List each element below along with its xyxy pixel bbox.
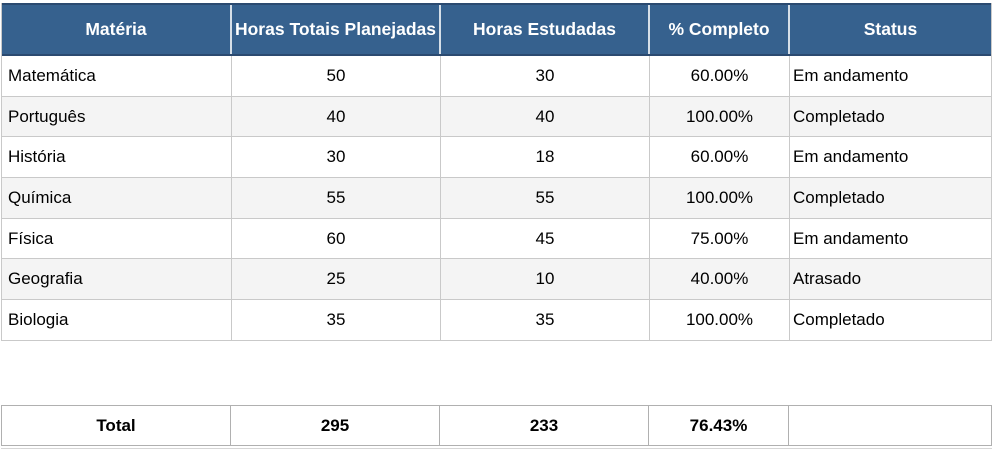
table-row-fisica: Física 60 45 75.00% Em andamento	[2, 218, 991, 260]
table-row-portugues: Português 40 40 100.00% Completado	[2, 96, 991, 138]
cell-materia[interactable]: Física	[2, 218, 232, 259]
cell-planejadas[interactable]: 35	[232, 300, 441, 340]
cell-materia[interactable]: Português	[2, 96, 232, 137]
table-header-row: Matéria Horas Totais Planejadas Horas Es…	[2, 3, 991, 56]
cell-status[interactable]: Completado	[793, 106, 885, 126]
totals-table: Total 295 233 76.43%	[1, 405, 992, 449]
cell-materia[interactable]: História	[2, 137, 232, 178]
cell-completo[interactable]: 100.00%	[650, 300, 790, 340]
cell-status[interactable]: Em andamento	[793, 65, 909, 85]
header-cell-materia[interactable]: Matéria	[2, 5, 232, 54]
cell-status[interactable]: Em andamento	[793, 228, 909, 248]
cell-materia[interactable]: Biologia	[2, 300, 232, 340]
cell-estudadas[interactable]: 10	[441, 259, 650, 300]
table-row-quimica: Química 55 55 100.00% Completado	[2, 178, 991, 219]
cell-planejadas[interactable]: 60	[232, 218, 441, 259]
table-row-matematica: Matemática 50 30 60.00% Em andamento	[2, 56, 991, 97]
total-status-cell[interactable]	[789, 406, 991, 445]
cell-planejadas[interactable]: 50	[232, 56, 441, 96]
cell-materia[interactable]: Geografia	[2, 259, 232, 300]
cell-completo[interactable]: 40.00%	[650, 259, 790, 300]
cell-estudadas[interactable]: 35	[441, 300, 650, 340]
cell-completo[interactable]: 75.00%	[650, 218, 790, 259]
table-row-historia: História 30 18 60.00% Em andamento	[2, 137, 991, 179]
total-planejadas-cell[interactable]: 295	[231, 406, 440, 445]
cell-estudadas[interactable]: 18	[441, 137, 650, 178]
cell-estudadas[interactable]: 40	[441, 96, 650, 137]
totals-row: Total 295 233 76.43%	[2, 406, 991, 445]
cell-materia[interactable]: Matemática	[2, 56, 232, 96]
cell-estudadas[interactable]: 30	[441, 56, 650, 96]
study-plan-table: Matéria Horas Totais Planejadas Horas Es…	[1, 3, 992, 341]
cell-completo[interactable]: 60.00%	[650, 137, 790, 178]
header-cell-horas-estudadas[interactable]: Horas Estudadas	[441, 5, 650, 54]
cell-estudadas[interactable]: 45	[441, 218, 650, 259]
header-cell-percent-completo[interactable]: % Completo	[650, 5, 790, 54]
cell-planejadas[interactable]: 30	[232, 137, 441, 178]
cell-status[interactable]: Completado	[793, 309, 885, 329]
cell-estudadas[interactable]: 55	[441, 178, 650, 218]
cell-status[interactable]: Em andamento	[793, 147, 909, 167]
header-cell-status[interactable]: Status	[863, 19, 918, 39]
cell-status[interactable]: Atrasado	[793, 269, 862, 289]
cell-status[interactable]: Completado	[793, 187, 885, 207]
cell-completo[interactable]: 60.00%	[650, 56, 790, 96]
table-row-biologia: Biologia 35 35 100.00% Completado	[2, 300, 991, 341]
table-row-geografia: Geografia 25 10 40.00% Atrasado	[2, 259, 991, 301]
cell-planejadas[interactable]: 40	[232, 96, 441, 137]
total-completo-cell[interactable]: 76.43%	[649, 406, 789, 445]
header-cell-horas-planejadas[interactable]: Horas Totais Planejadas	[232, 5, 441, 54]
cell-completo[interactable]: 100.00%	[650, 96, 790, 137]
cell-planejadas[interactable]: 25	[232, 259, 441, 300]
total-label-cell[interactable]: Total	[2, 406, 231, 445]
cell-completo[interactable]: 100.00%	[650, 178, 790, 218]
cell-materia[interactable]: Química	[2, 178, 232, 218]
total-estudadas-cell[interactable]: 233	[440, 406, 649, 445]
cell-planejadas[interactable]: 55	[232, 178, 441, 218]
